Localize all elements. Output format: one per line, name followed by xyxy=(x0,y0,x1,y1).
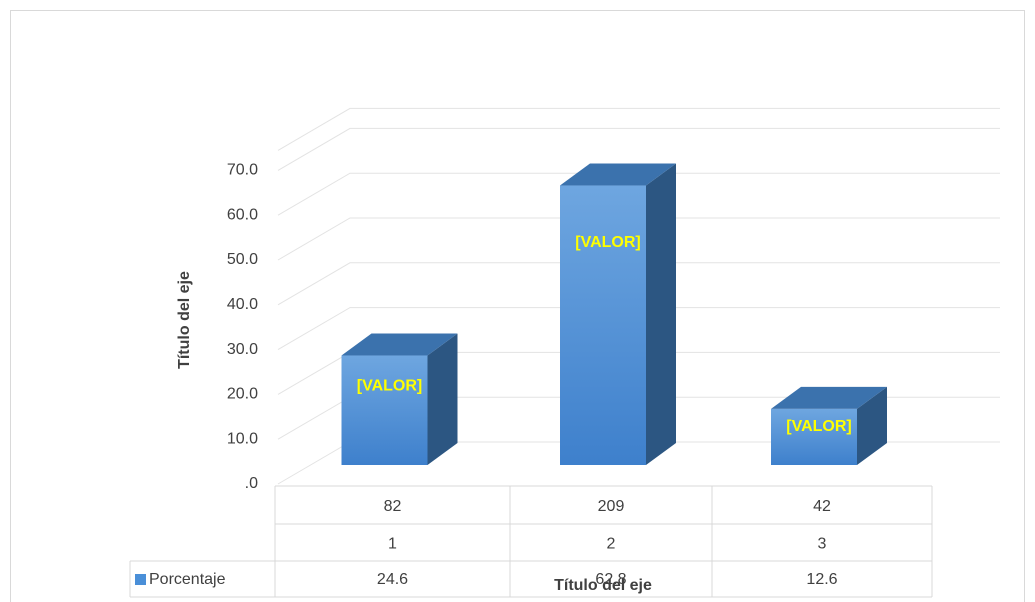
bar-side xyxy=(427,333,458,465)
bar xyxy=(771,386,887,465)
bar-front xyxy=(341,355,428,465)
y-tick-label: 30.0 xyxy=(227,341,258,358)
table-value: 24.6 xyxy=(377,571,408,588)
y-tick-label: 60.0 xyxy=(227,206,258,223)
data-label: [VALOR] xyxy=(575,234,640,251)
wall-edge xyxy=(277,107,1000,151)
grid-line xyxy=(277,217,1000,261)
category-label: 3 xyxy=(818,536,827,553)
y-axis-title: Título del eje xyxy=(176,271,193,369)
bar-top xyxy=(341,333,458,356)
legend-swatch xyxy=(135,574,146,585)
bar-top xyxy=(560,163,676,186)
category-label: 2 xyxy=(607,536,616,553)
y-tick-label: 20.0 xyxy=(227,386,258,403)
data-label: [VALOR] xyxy=(786,418,851,435)
bar-front xyxy=(771,408,857,465)
y-tick-label: 10.0 xyxy=(227,430,258,447)
category-label: 1 xyxy=(388,536,397,553)
bar xyxy=(560,163,676,466)
grid-line xyxy=(277,127,1000,171)
y-tick-label: 40.0 xyxy=(227,296,258,313)
bar-side xyxy=(857,386,887,465)
grid-line xyxy=(277,307,1000,351)
chart-border xyxy=(10,10,1025,602)
bar xyxy=(341,333,458,465)
y-tick-label: .0 xyxy=(245,475,258,492)
y-tick-label: 70.0 xyxy=(227,162,258,179)
x-axis-title: Título del eje xyxy=(554,577,652,594)
grid-line xyxy=(277,262,1000,306)
table-value: 12.6 xyxy=(806,571,837,588)
legend-label: Porcentaje xyxy=(149,571,226,588)
data-label: [VALOR] xyxy=(357,377,422,394)
bar-front xyxy=(560,185,646,466)
grid-line xyxy=(277,172,1000,216)
bar-top xyxy=(771,386,887,409)
table-value: 62.8 xyxy=(595,571,626,588)
category-label: 42 xyxy=(813,498,831,515)
category-label: 82 xyxy=(384,498,402,515)
bar-side xyxy=(646,163,676,466)
category-label: 209 xyxy=(598,498,625,515)
y-tick-label: 50.0 xyxy=(227,251,258,268)
